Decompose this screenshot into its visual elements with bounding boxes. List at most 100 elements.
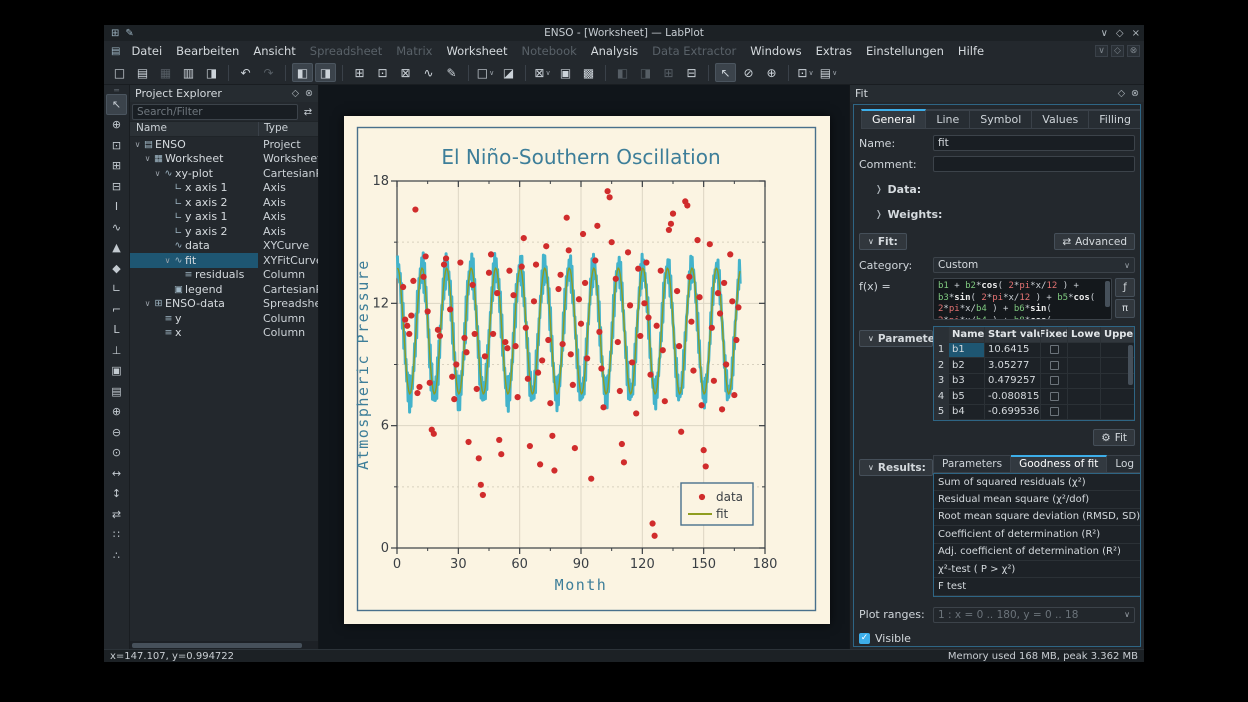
lower-limit-cell[interactable] (1068, 405, 1101, 420)
fixed-cell[interactable] (1041, 358, 1068, 373)
tree-item-xy-plot[interactable]: ∨∿xy-plotCartesianPlot (130, 166, 318, 181)
new-note-button[interactable]: ✎ (441, 63, 462, 82)
tree-item-legend[interactable]: ▣legendCartesianPlotLegen (130, 282, 318, 297)
expander-icon[interactable]: ∨ (163, 256, 172, 265)
goodness-of-fit-table[interactable]: Sum of squared residuals (χ²)1118.18Resi… (933, 473, 1141, 597)
advanced-button[interactable]: ⇄ Advanced (1054, 233, 1135, 250)
navigate-mode-button[interactable]: ⊘ (738, 63, 759, 82)
shift-x-button[interactable]: ↔ (106, 463, 127, 484)
insert-function-button[interactable]: ƒ (1115, 278, 1135, 297)
tree-item-data[interactable]: ∿dataXYCurve (130, 239, 318, 254)
parameters-table[interactable]: NameStart valueFixedLower limitUpper lim… (933, 326, 1135, 421)
new-worksheet-button[interactable]: □∨ (475, 63, 496, 82)
menu-worksheet[interactable]: Worksheet (439, 42, 514, 60)
zoom-in-button[interactable]: ⊕ (106, 402, 127, 423)
param-name-cell[interactable]: b5 (949, 389, 985, 404)
zoom-x-select-button[interactable]: ⊞ (106, 156, 127, 177)
add-text-label-button[interactable]: ▣ (106, 361, 127, 382)
close-button[interactable]: × (1132, 28, 1140, 39)
zoom-select-button[interactable]: ⊡ (106, 135, 127, 156)
data-section-toggle[interactable]: ❭ Data: (875, 183, 1135, 196)
tree-item-Worksheet[interactable]: ∨▦WorksheetWorksheet (130, 152, 318, 167)
results-section-toggle[interactable]: ∨ Results: (859, 459, 933, 476)
menu-hilfe[interactable]: Hilfe (951, 42, 991, 60)
add-x-axis-button[interactable]: ∟ (106, 279, 127, 300)
tab-values[interactable]: Values (1032, 109, 1089, 129)
parameter-row[interactable]: 1b110.6415 (934, 343, 1134, 359)
add-boxplot-button[interactable]: ◆ (106, 258, 127, 279)
zoom-select-mode-button[interactable]: ⊕ (761, 63, 782, 82)
menu-windows[interactable]: Windows (743, 42, 808, 60)
name-field[interactable]: fit (933, 135, 1135, 151)
new-plot-button[interactable]: ∿ (418, 63, 439, 82)
break-layout-button[interactable]: ⊟ (681, 63, 702, 82)
results-tab-log[interactable]: Log (1107, 455, 1141, 473)
new-project-button[interactable]: □ (109, 63, 130, 82)
add-axis-button[interactable]: L (106, 320, 127, 341)
param-name-cell[interactable]: b4 (949, 405, 985, 420)
shift-y-button[interactable]: ↕ (106, 484, 127, 505)
lower-limit-cell[interactable] (1068, 358, 1101, 373)
start-value-cell[interactable]: -0.0808158 (985, 389, 1041, 404)
zoom-preset-button[interactable]: ⊡∨ (795, 63, 816, 82)
maximize-button[interactable]: ◇ (1116, 28, 1124, 39)
formula-editor[interactable]: b1 + b2*cos( 2*pi*x/12 ) + b3*sin( 2*pi*… (933, 278, 1112, 320)
mdi-minimize-button[interactable]: ∨ (1095, 45, 1108, 57)
menu-einstellungen[interactable]: Einstellungen (859, 42, 951, 60)
fixed-cell[interactable] (1041, 374, 1068, 389)
menu-bearbeiten[interactable]: Bearbeiten (169, 42, 246, 60)
expander-icon[interactable]: ∨ (153, 169, 162, 178)
auto-scale-button[interactable]: ∷ (106, 525, 127, 546)
text-cursor-button[interactable]: Ι (106, 197, 127, 218)
close-dock-icon[interactable]: ⊗ (305, 88, 313, 99)
lower-limit-cell[interactable] (1068, 389, 1101, 404)
param-name-cell[interactable]: b2 (949, 358, 985, 373)
minimize-button[interactable]: ∨ (1101, 28, 1108, 39)
new-matrix-button[interactable]: ⊡ (372, 63, 393, 82)
float-dock-icon[interactable]: ◇ (1118, 88, 1125, 99)
menu-ansicht[interactable]: Ansicht (246, 42, 302, 60)
fit-section-toggle[interactable]: ∨ Fit: (859, 233, 907, 250)
parameter-row[interactable]: 3b30.479257 (934, 374, 1134, 390)
lower-limit-cell[interactable] (1068, 343, 1101, 358)
tab-general[interactable]: General (861, 109, 926, 129)
auto-scale-y-button[interactable]: ∴ (106, 545, 127, 566)
insert-constant-button[interactable]: π (1115, 299, 1135, 318)
menu-extras[interactable]: Extras (809, 42, 859, 60)
parameter-row[interactable]: 5b4-0.699536 (934, 405, 1134, 421)
column-header-name[interactable]: Name (130, 122, 258, 136)
zoom-mode-button[interactable]: ⊠∨ (532, 63, 553, 82)
print-button[interactable]: ▥ (178, 63, 199, 82)
select-tool-button[interactable]: ↖ (106, 94, 127, 115)
fixed-cell[interactable] (1041, 343, 1068, 358)
add-histogram-button[interactable]: ▲ (106, 238, 127, 259)
menu-analysis[interactable]: Analysis (584, 42, 645, 60)
export-button[interactable]: ◨ (201, 63, 222, 82)
zoom-out-button[interactable]: ⊖ (106, 422, 127, 443)
menu-datei[interactable]: Datei (124, 42, 169, 60)
parameters-scrollbar[interactable] (1128, 345, 1133, 385)
tree-item-x[interactable]: ≡xColumn (130, 326, 318, 341)
undo-button[interactable]: ↶ (235, 63, 256, 82)
add-image-button[interactable]: ▤ (106, 381, 127, 402)
zoom-origin-button[interactable]: ⊙ (106, 443, 127, 464)
close-dock-icon[interactable]: ⊗ (1131, 88, 1139, 99)
start-value-cell[interactable]: -0.699536 (985, 405, 1041, 420)
zoom-y-select-button[interactable]: ⊟ (106, 176, 127, 197)
category-select[interactable]: Custom ∨ (933, 257, 1135, 273)
tab-filling[interactable]: Filling (1089, 109, 1141, 129)
tree-item-ENSO-data[interactable]: ∨⊞ENSO-dataSpreadsheet (130, 297, 318, 312)
new-spreadsheet-button[interactable]: ⊞ (349, 63, 370, 82)
toggle-project-explorer-button[interactable]: ◧ (292, 63, 313, 82)
mdi-restore-button[interactable]: ◇ (1111, 45, 1124, 57)
explorer-hscrollbar[interactable] (130, 641, 318, 649)
add-xy-curve-button[interactable]: ∿ (106, 217, 127, 238)
column-header-type[interactable]: Type (258, 122, 318, 136)
new-workbook-button[interactable]: ⊠ (395, 63, 416, 82)
fit-width-button[interactable]: ▩ (578, 63, 599, 82)
start-value-cell[interactable]: 10.6415 (985, 343, 1041, 358)
upper-limit-cell[interactable] (1101, 389, 1134, 404)
fit-page-button[interactable]: ▣ (555, 63, 576, 82)
swap-axes-button[interactable]: ⇄ (106, 504, 127, 525)
add-axis-top-button[interactable]: ⊥ (106, 340, 127, 361)
